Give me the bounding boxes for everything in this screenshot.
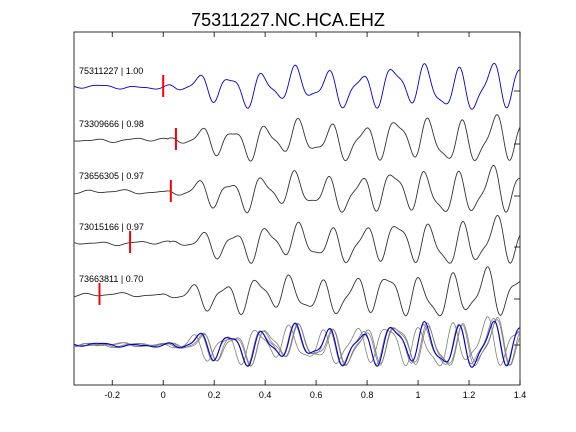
trace-line-73015166: [73, 214, 521, 264]
x-tick-label: 1.2: [463, 390, 476, 400]
traces-layer: [73, 62, 521, 317]
x-tick-label: 0.8: [361, 390, 374, 400]
trace-label-73663811: 73663811 | 0.70: [79, 274, 143, 284]
x-axis: -0.2 0 0.2 0.4 0.6 0.8 1 1.2 1.4: [104, 32, 526, 400]
right-ticks: [514, 90, 520, 346]
x-tick-label: -0.2: [104, 390, 120, 400]
trace-label-73656305: 73656305 | 0.97: [79, 171, 144, 181]
picks-layer: [98, 75, 177, 305]
trace-labels-layer: 75311227 | 1.00 73309666 | 0.98 73656305 |…: [79, 66, 144, 284]
trace-line-73656305: [73, 164, 521, 214]
x-tick-label: 1.4: [514, 390, 527, 400]
x-tick-label: 0.2: [208, 390, 221, 400]
trace-line-73663811: [73, 266, 521, 317]
x-tick-label: 0.6: [310, 390, 323, 400]
trace-label-75311227: 75311227 | 1.00: [79, 66, 143, 76]
x-tick-label: 0: [161, 390, 166, 400]
stack-overlay-75311227: [73, 320, 521, 368]
plot-frame: [73, 31, 521, 386]
chart-title: 75311227.NC.HCA.EHZ: [191, 10, 385, 30]
trace-line-73309666: [73, 114, 521, 162]
x-tick-label: 0.4: [259, 390, 272, 400]
stack-layer: [73, 316, 521, 368]
trace-label-73015166: 73015166 | 0.97: [79, 222, 144, 232]
trace-label-73309666: 73309666 | 0.98: [79, 119, 144, 129]
x-tick-label: 1: [416, 390, 421, 400]
trace-line-75311227: [73, 62, 521, 110]
